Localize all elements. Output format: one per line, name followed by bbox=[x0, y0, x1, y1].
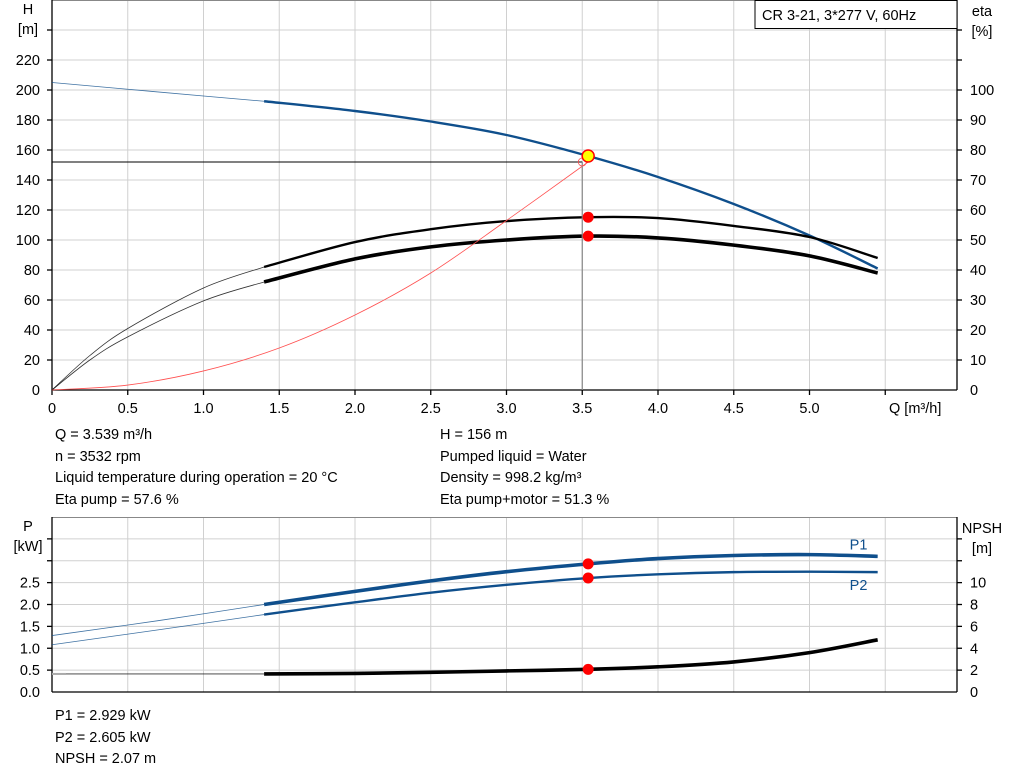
chart-title: CR 3-21, 3*277 V, 60Hz bbox=[762, 8, 916, 24]
curve-H bbox=[263, 100, 879, 270]
x-tick-label: 0.5 bbox=[118, 401, 138, 417]
y-tick-label-right: 50 bbox=[970, 233, 986, 249]
info-flow: Q = 3.539 m³/h bbox=[55, 427, 153, 443]
y-tick-label-left: 0.0 bbox=[20, 685, 40, 701]
curve-eta-pump-motor-extrapolated bbox=[51, 281, 265, 391]
p1-marker bbox=[582, 558, 594, 570]
duty-point-marker bbox=[581, 149, 595, 163]
y-axis-title-left: [kW] bbox=[14, 539, 43, 555]
p2-marker bbox=[582, 572, 594, 584]
info-eta-pump: Eta pump = 57.6 % bbox=[55, 491, 179, 508]
info-eta-pump-motor: Eta pump+motor = 51.3 % bbox=[440, 491, 610, 508]
y-tick-label-left: 100 bbox=[16, 233, 40, 249]
y-tick-label-right: 40 bbox=[970, 263, 986, 279]
y-tick-label-left: 80 bbox=[24, 263, 40, 279]
y-tick-label-left: 180 bbox=[16, 113, 40, 129]
y-axis-title-right: NPSH bbox=[962, 521, 1002, 537]
y-tick-label-right: 10 bbox=[970, 576, 986, 592]
x-tick-label: 1.5 bbox=[269, 401, 289, 417]
info-p1: P1 = 2.929 kW bbox=[55, 708, 151, 724]
y-axis-title-left: H bbox=[23, 2, 33, 18]
x-tick-label: 4.0 bbox=[648, 401, 668, 417]
y-axis-title-right: eta bbox=[972, 4, 993, 20]
y-axis-title-right: [%] bbox=[972, 24, 993, 40]
x-tick-label: 1.0 bbox=[193, 401, 213, 417]
head-efficiency-chart: 0 20 40 60 80 100 120 140 160 180 200 220 0 10 20 30 40 5… bbox=[16, 0, 994, 417]
y-tick-label-right: 80 bbox=[970, 143, 986, 159]
y-tick-label-right: 20 bbox=[970, 323, 986, 339]
series-label-P2: P2 bbox=[850, 578, 868, 594]
y-axis-title-right: [m] bbox=[972, 541, 992, 557]
y-tick-label-right: 60 bbox=[970, 203, 986, 219]
x-tick-label: 0 bbox=[48, 401, 56, 417]
eta-pump-marker bbox=[582, 211, 594, 223]
x-tick-label: 5.0 bbox=[799, 401, 819, 417]
y-tick-label-left: 2.0 bbox=[20, 598, 40, 614]
y-tick-label-left: 0 bbox=[32, 383, 40, 399]
y-tick-label-left: 20 bbox=[24, 353, 40, 369]
curve-P2-extrapolated bbox=[51, 614, 265, 646]
y-tick-label-left: 140 bbox=[16, 173, 40, 189]
info-temperature: Liquid temperature during operation = 20… bbox=[55, 470, 338, 486]
x-tick-label: 2.0 bbox=[345, 401, 365, 417]
y-tick-label-left: 160 bbox=[16, 143, 40, 159]
y-tick-label-left: 60 bbox=[24, 293, 40, 309]
info-liquid: Pumped liquid = Water bbox=[440, 448, 587, 465]
y-tick-label-right: 0 bbox=[970, 383, 978, 399]
eta-pump-motor-marker bbox=[582, 230, 594, 242]
info-top-right: H = 156 m Pumped liquid = Water Density … bbox=[440, 425, 609, 511]
y-tick-label-left: 1.0 bbox=[20, 641, 40, 657]
x-tick-label: 3.5 bbox=[572, 401, 592, 417]
series-label-P1: P1 bbox=[850, 537, 868, 553]
info-npsh: NPSH = 2.07 m bbox=[55, 751, 157, 767]
info-density: Density = 998.2 kg/m³ bbox=[440, 470, 582, 486]
y-tick-label-left: 1.5 bbox=[20, 619, 40, 635]
y-tick-label-right: 6 bbox=[970, 619, 978, 635]
y-tick-label-right: 8 bbox=[970, 598, 978, 614]
x-axis-title: Q [m³/h] bbox=[889, 401, 941, 417]
curve-eta-pump-extrapolated bbox=[51, 266, 265, 391]
y-tick-label-right: 30 bbox=[970, 293, 986, 309]
x-tick-label: 2.5 bbox=[421, 401, 441, 417]
y-tick-label-left: 220 bbox=[16, 53, 40, 69]
info-p2: P2 = 2.605 kW bbox=[55, 729, 151, 746]
y-tick-label-right: 100 bbox=[970, 83, 994, 99]
y-axis-title-left: P bbox=[23, 519, 33, 535]
info-head: H = 156 m bbox=[440, 427, 508, 443]
y-tick-label-left: 40 bbox=[24, 323, 40, 339]
y-tick-label-right: 4 bbox=[970, 641, 978, 657]
y-tick-label-left: 120 bbox=[16, 203, 40, 219]
curve-NPSH bbox=[264, 638, 879, 676]
info-bottom: P1 = 2.929 kW P2 = 2.605 kW NPSH = 2.07 … bbox=[55, 706, 156, 771]
curve-P1-extrapolated bbox=[51, 604, 265, 636]
y-tick-label-left: 200 bbox=[16, 83, 40, 99]
y-tick-label-right: 2 bbox=[970, 663, 978, 679]
title-box: CR 3-21, 3*277 V, 60Hz bbox=[754, 0, 958, 29]
power-npsh-chart: 0.0 0.5 1.0 1.5 2.0 2.5 0 2 4 6 8 10 P [kW] NPSH [m] P1 P… bbox=[14, 517, 1002, 701]
x-tick-label: 3.0 bbox=[496, 401, 516, 417]
info-speed: n = 3532 rpm bbox=[55, 448, 141, 465]
y-tick-label-right: 90 bbox=[970, 113, 986, 129]
curve-H-extrapolated bbox=[51, 82, 265, 102]
y-tick-label-left: 2.5 bbox=[20, 576, 40, 592]
npsh-marker bbox=[582, 663, 594, 675]
x-tick-label: 4.5 bbox=[724, 401, 744, 417]
info-top-left: Q = 3.539 m³/h n = 3532 rpm Liquid tempe… bbox=[55, 425, 338, 511]
y-axis-title-left: [m] bbox=[18, 22, 38, 38]
y-tick-label-right: 70 bbox=[970, 173, 986, 189]
curve-P2 bbox=[263, 570, 878, 616]
y-tick-label-right: 0 bbox=[970, 685, 978, 701]
y-tick-label-left: 0.5 bbox=[20, 663, 40, 679]
y-tick-label-right: 10 bbox=[970, 353, 986, 369]
curve-system-curve bbox=[51, 161, 589, 391]
